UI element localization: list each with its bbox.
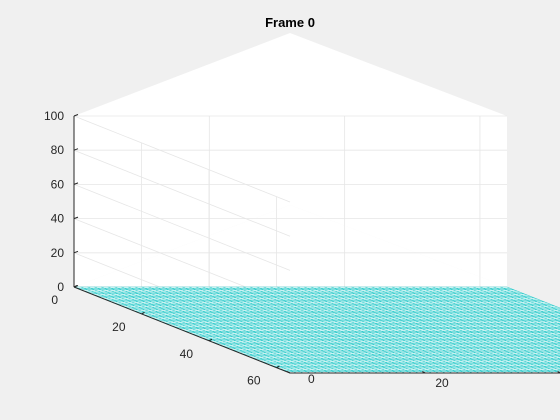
surface-mesh-line xyxy=(445,286,560,333)
y-tick-mark xyxy=(73,285,78,288)
z-tick-label: 20 xyxy=(51,246,65,260)
z-tick-label: 80 xyxy=(51,143,65,157)
axis-lines xyxy=(73,114,560,374)
surface-mesh-line xyxy=(385,286,560,357)
back-wall-left xyxy=(74,33,290,287)
y-tick-label: 0 xyxy=(51,293,58,307)
surface-mesh-line xyxy=(303,286,521,374)
surface-mesh-line xyxy=(439,286,560,336)
surface-mesh-line xyxy=(405,286,560,349)
surface-mesh-line xyxy=(500,286,560,312)
z-tick-label: 100 xyxy=(44,109,64,123)
z-tick-mark xyxy=(73,148,79,151)
x-tick-label: 20 xyxy=(435,376,449,390)
z-grid-line xyxy=(73,184,291,271)
y-tick-mark xyxy=(141,311,145,315)
surface-mesh-line xyxy=(324,286,541,374)
z-tick-mark xyxy=(73,114,79,117)
surface-mesh-line xyxy=(330,286,548,374)
z-tick-mark xyxy=(73,216,79,220)
surface-mesh-line xyxy=(425,286,560,341)
z-grid-line xyxy=(73,149,291,237)
surface-mesh-line xyxy=(506,286,560,309)
surface-mesh-line xyxy=(317,286,534,374)
x-tick-mark xyxy=(286,371,291,374)
surface-mesh-line xyxy=(378,286,560,360)
surface-mesh-line xyxy=(432,286,560,339)
surface-mesh-line xyxy=(486,286,560,317)
surface-mesh-line xyxy=(351,286,560,371)
surface-mesh-line xyxy=(479,286,560,320)
surface-mesh-line xyxy=(297,286,514,374)
x-tick-mark xyxy=(557,371,560,374)
y-tick-mark xyxy=(276,365,280,369)
surface-mesh-line xyxy=(358,286,560,368)
surface-mesh-line xyxy=(364,286,560,365)
y-tick-label: 40 xyxy=(180,347,194,361)
z-tick-mark xyxy=(73,182,79,185)
z-tick-label: 40 xyxy=(51,212,65,226)
surface-mesh-line xyxy=(391,286,560,355)
surface-mesh-line xyxy=(344,286,560,374)
surface-mesh-line xyxy=(493,286,560,314)
x-tick-mark xyxy=(422,371,426,374)
surface-mesh-line xyxy=(412,286,560,347)
y-tick-mark xyxy=(208,338,213,342)
y-tick-label: 60 xyxy=(247,374,261,388)
surface-mesh-line xyxy=(398,286,560,352)
surface-mesh-line xyxy=(466,286,560,325)
tick-labels: 02040608010002040600204060 xyxy=(44,109,449,390)
surface-mesh-line xyxy=(418,286,560,344)
chart-title: Frame 0 xyxy=(265,15,315,30)
surface-mesh-line xyxy=(459,286,560,328)
z-tick-mark xyxy=(73,250,79,254)
z-tick-label: 60 xyxy=(51,177,65,191)
surface-mesh-line xyxy=(473,286,560,322)
y-tick-label: 20 xyxy=(112,320,126,334)
z-tick-label: 0 xyxy=(57,280,64,294)
surface-mesh-line xyxy=(371,286,560,363)
surface-mesh-line xyxy=(310,286,527,374)
surface-mesh-line xyxy=(452,286,560,330)
surface-mesh[interactable] xyxy=(73,286,560,374)
y-axis-line xyxy=(73,286,291,374)
x-tick-label: 0 xyxy=(308,372,315,386)
z-grid-line xyxy=(73,115,291,203)
surface-mesh-line xyxy=(337,286,554,374)
